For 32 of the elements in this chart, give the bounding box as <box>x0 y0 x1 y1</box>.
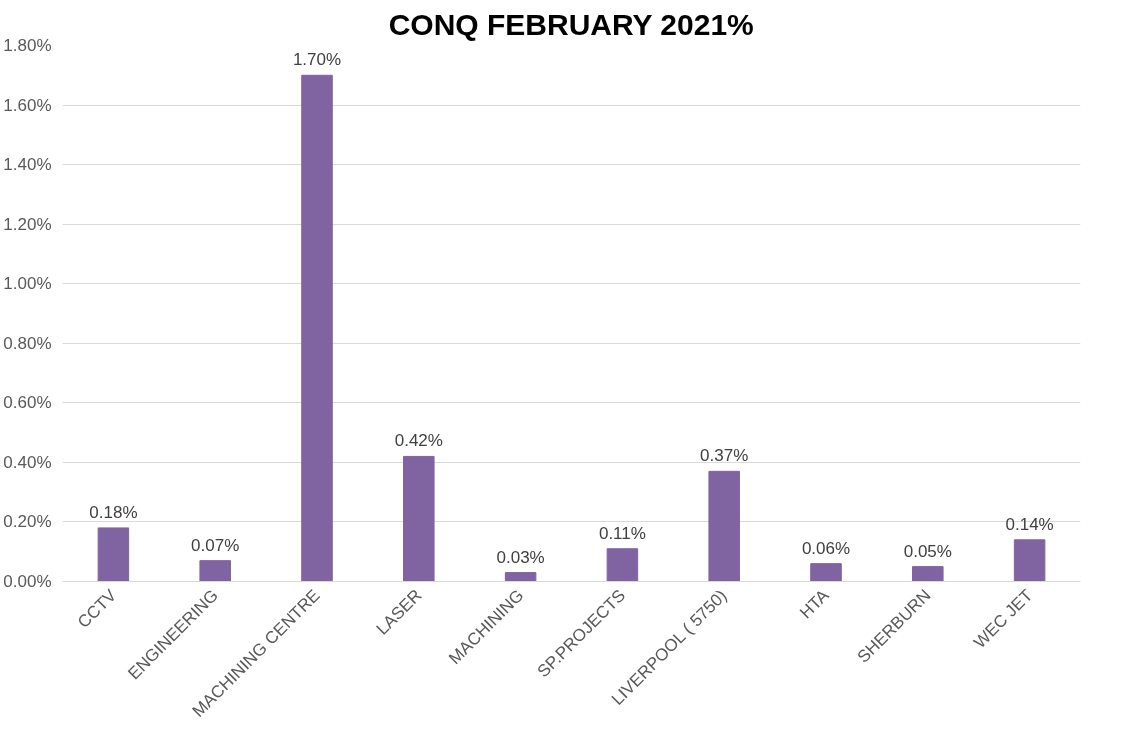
bar <box>606 548 639 582</box>
y-tick-label: 0.60% <box>3 393 52 413</box>
y-tick-label: 1.40% <box>3 155 52 175</box>
data-label: 0.07% <box>191 535 240 555</box>
y-tick-label: 1.80% <box>3 36 52 55</box>
data-label: 0.18% <box>89 502 138 522</box>
bar <box>97 527 130 582</box>
bar <box>912 566 944 582</box>
bar <box>810 563 842 582</box>
bar <box>301 74 333 582</box>
y-tick-label: 1.60% <box>3 95 52 115</box>
data-label: 1.70% <box>292 50 342 70</box>
data-label: 0.37% <box>700 446 749 466</box>
data-label: 0.05% <box>903 541 952 561</box>
y-tick-label: 1.20% <box>3 214 52 234</box>
y-tick-label: 0.20% <box>3 512 52 532</box>
y-tick-label: 0.80% <box>3 333 52 353</box>
data-label: 0.14% <box>1005 514 1054 534</box>
y-tick-label: 0.40% <box>3 452 52 472</box>
bar <box>403 455 435 582</box>
y-tick-label: 0.00% <box>3 572 52 591</box>
data-label: 0.11% <box>598 523 646 543</box>
bar <box>1013 539 1046 582</box>
data-label: 0.06% <box>801 538 851 558</box>
bar <box>708 470 740 582</box>
y-tick-label: 1.00% <box>3 274 52 294</box>
x-tick-label: HTA <box>796 585 834 623</box>
bar <box>199 560 231 582</box>
data-label: 0.03% <box>496 547 545 567</box>
data-label: 0.42% <box>394 431 443 451</box>
chart-title: CONQ FEBRUARY 2021% <box>388 7 754 41</box>
bar <box>504 572 537 582</box>
